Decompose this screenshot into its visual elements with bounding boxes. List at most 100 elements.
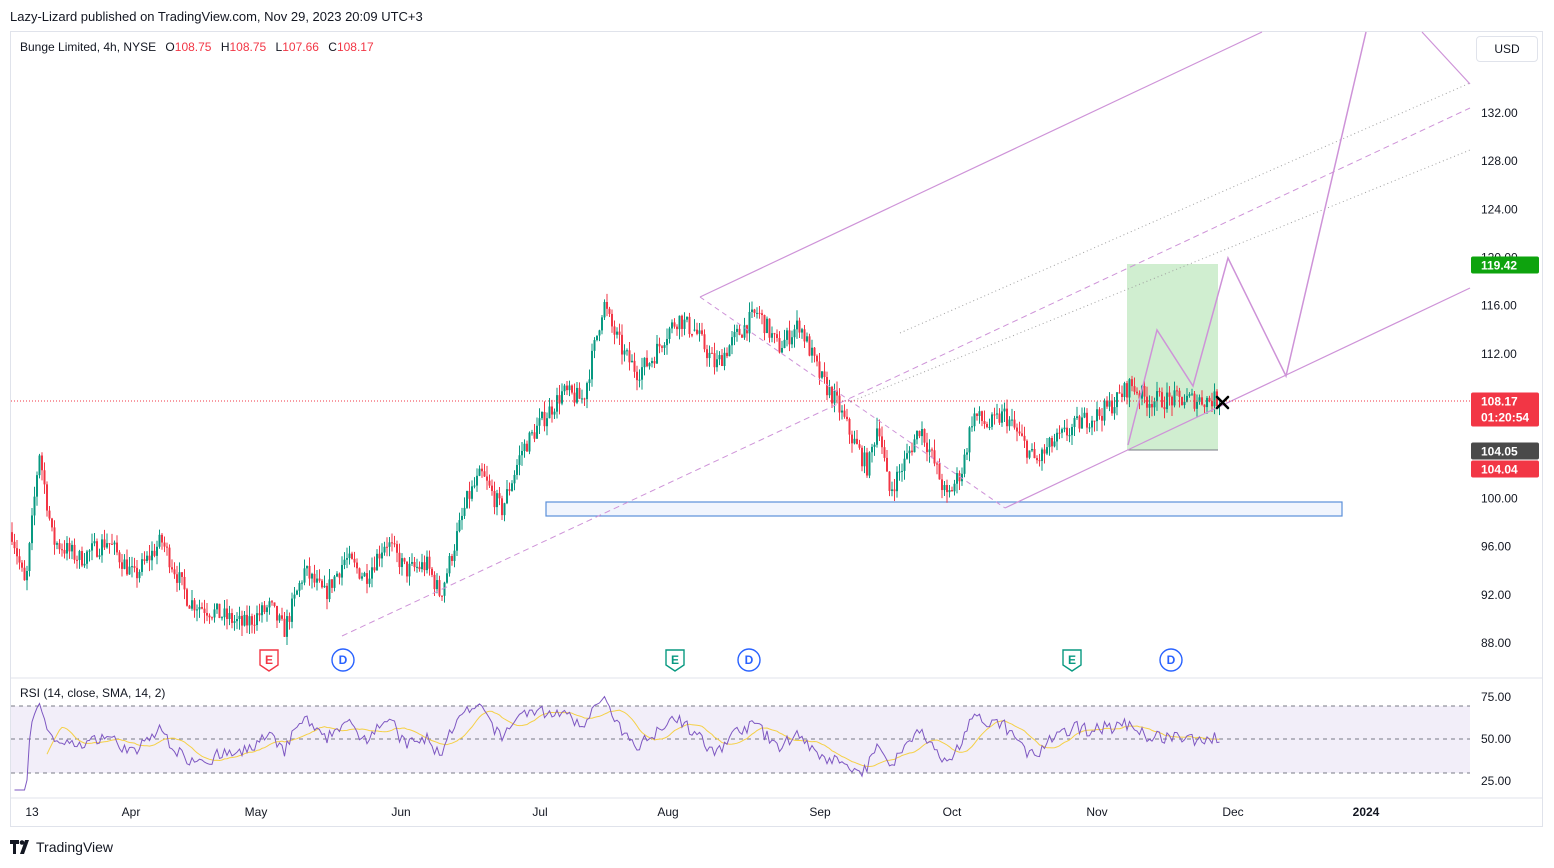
candle-body (888, 471, 891, 491)
candle-body (148, 555, 151, 561)
candle-body (616, 331, 618, 335)
candle-body (566, 385, 568, 391)
candle-body (73, 544, 76, 560)
candle-body (83, 563, 86, 566)
candle-body (58, 543, 61, 550)
candle-body (703, 334, 706, 350)
currency-button[interactable]: USD (1476, 36, 1538, 62)
candle-body (1026, 440, 1028, 458)
candle-body (988, 426, 991, 428)
candle-body (1046, 447, 1048, 454)
candle-body (806, 336, 808, 342)
candle-body (146, 555, 148, 561)
candle-body (16, 548, 18, 557)
candle-body (1031, 448, 1033, 451)
candle-body (678, 315, 681, 330)
candle-body (761, 313, 763, 316)
candle-body (456, 531, 458, 551)
candle-body (108, 543, 111, 545)
candle-body (61, 549, 63, 551)
event-label: D (1167, 653, 1176, 667)
earnings-event-icon: E (1062, 649, 1082, 672)
chart-frame (10, 31, 1543, 827)
candle-body (66, 543, 68, 554)
candle-body (1146, 396, 1148, 408)
candle-body (731, 337, 733, 346)
candle-body (853, 438, 856, 444)
candle-body (1008, 419, 1011, 427)
candle-body (346, 558, 348, 560)
candle-body (518, 455, 521, 465)
candle-body (201, 607, 203, 609)
candle-body (751, 309, 753, 312)
dividend-event-shape (331, 648, 355, 672)
time-tick-label: Jul (532, 805, 547, 819)
candle-body (121, 562, 123, 569)
candle-body (1001, 411, 1003, 423)
candle-body (398, 552, 401, 568)
candle-body (1213, 391, 1216, 407)
time-tick-label: Oct (943, 805, 962, 819)
candle-body (931, 449, 933, 451)
candle-body (508, 489, 511, 491)
candle-body (408, 563, 411, 577)
candle-body (126, 559, 128, 575)
candle-body (1156, 391, 1158, 402)
event-label: E (265, 653, 273, 667)
candle-body (178, 572, 181, 583)
candle-body (1113, 407, 1116, 414)
candle-body (653, 361, 656, 364)
candle-body (576, 387, 578, 403)
candle-body (153, 550, 156, 556)
candle-body (208, 615, 211, 618)
candle-body (631, 360, 633, 363)
candle-body (1106, 400, 1108, 407)
candle-body (193, 600, 196, 611)
candle-body (1028, 450, 1031, 458)
candle-body (821, 371, 823, 378)
candle-body (921, 429, 923, 437)
candle-body (603, 302, 606, 318)
rsi-tick-label: 75.00 (1481, 690, 1511, 704)
candle-body (623, 350, 626, 355)
candle-body (1108, 400, 1111, 407)
candle-body (213, 609, 216, 618)
candle-body (41, 455, 43, 471)
candle-body (973, 413, 976, 427)
projection-zigzag-line (1127, 31, 1367, 446)
candle-body (956, 473, 958, 484)
candle-body (551, 406, 553, 415)
candle-body (186, 589, 188, 606)
candle-body (826, 376, 828, 396)
candle-body (326, 585, 328, 600)
candle-body (771, 333, 773, 338)
candle-body (1051, 437, 1053, 447)
candle-body (1016, 427, 1018, 432)
candle-body (541, 412, 543, 419)
candle-body (161, 534, 163, 543)
candle-body (561, 391, 563, 404)
candle-body (1086, 412, 1088, 428)
price-tags: 119.42 108.17 01:20:54 104.05 104.04 (1471, 256, 1539, 478)
candle-body (896, 471, 898, 492)
candle-body (743, 325, 746, 338)
rsi-legend: RSI (14, close, SMA, 14, 2) (20, 686, 166, 700)
candle-body (1073, 418, 1076, 428)
candle-body (756, 312, 758, 314)
candle-body (318, 578, 321, 581)
footer-brand: TradingView (10, 839, 113, 855)
candle-body (431, 568, 433, 575)
candle-body (816, 355, 818, 362)
event-label: E (671, 653, 679, 667)
candle-body (341, 564, 343, 578)
publish-line: Lazy-Lizard published on TradingView.com… (10, 9, 423, 24)
candle-body (23, 567, 26, 581)
price-tick-label: 112.00 (1481, 347, 1517, 361)
candle-body (223, 608, 226, 618)
candle-body (726, 352, 728, 357)
candle-body (1036, 458, 1038, 461)
candle-body (668, 328, 671, 339)
close-position-icon (1215, 395, 1230, 410)
candle-body (91, 543, 93, 551)
